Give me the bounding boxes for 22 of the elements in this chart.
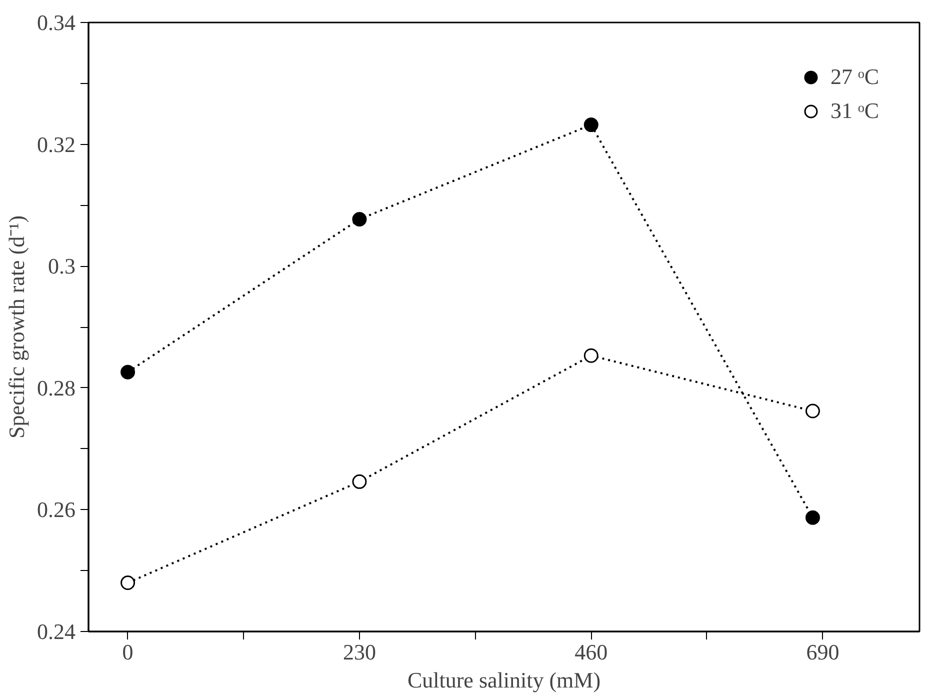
legend-label: 27 ᵒC	[830, 64, 879, 90]
point	[352, 212, 367, 226]
legend-label: 31 ᵒC	[830, 98, 879, 124]
x-tick-label: 690	[806, 640, 840, 664]
point	[584, 348, 598, 363]
y-tick-label: 0.28	[37, 375, 76, 400]
x-tick-label: 460	[574, 640, 608, 664]
point	[805, 510, 820, 525]
y-tick-label: 0.32	[37, 132, 76, 157]
x-tick-label: 230	[342, 640, 376, 664]
point	[584, 118, 598, 132]
point	[120, 364, 136, 380]
y-tick-label: 0.3	[48, 254, 76, 279]
point	[352, 474, 367, 489]
y-axis-title: Specific growth rate (d⁻¹)	[4, 215, 29, 439]
x-tick-label: 0	[122, 640, 134, 664]
point	[120, 576, 136, 590]
y-tick-label: 0.34	[37, 10, 76, 35]
point	[805, 404, 820, 418]
x-axis-title: Culture salinity (mM)	[407, 668, 601, 692]
y-tick-label: 0.24	[37, 619, 76, 644]
y-tick-label: 0.26	[37, 497, 76, 522]
